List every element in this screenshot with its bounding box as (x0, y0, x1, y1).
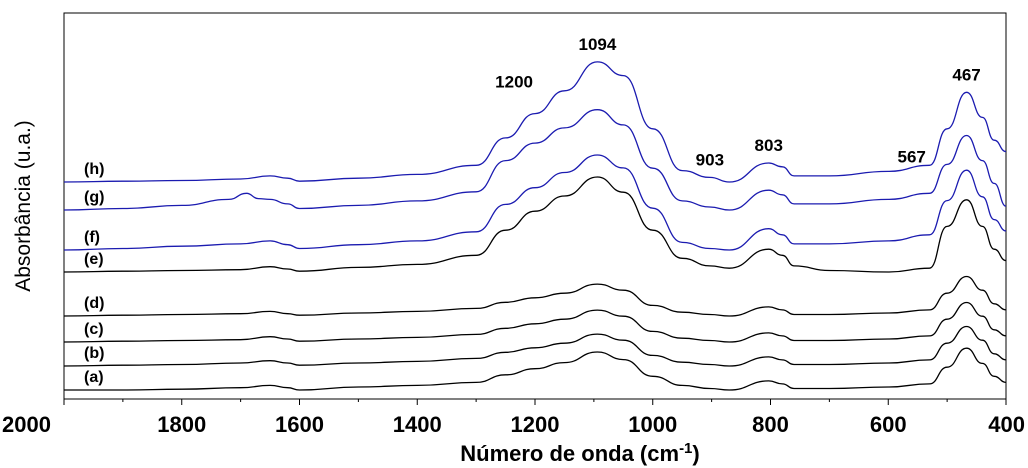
series-layer (63, 61, 1007, 391)
peak-label-1094: 1094 (578, 35, 616, 54)
series-line-d (63, 275, 1007, 317)
series-line-c (63, 301, 1007, 343)
x-tick-label: 1000 (628, 412, 677, 437)
x-tick-label: 800 (752, 412, 789, 437)
peak-label-467: 467 (952, 65, 980, 84)
series-label-g: (g) (84, 189, 104, 206)
peak-label-803: 803 (755, 136, 783, 155)
y-axis-title: Absorbância (u.a.) (12, 120, 35, 292)
x-tick-label: 400 (988, 412, 1025, 437)
x-axis-title-superscript: -1 (679, 440, 692, 457)
series-line-a (64, 347, 1007, 391)
x-axis-title: Número de onda (cm-1) (460, 440, 699, 466)
peak-label-567: 567 (897, 147, 925, 166)
x-tick-label: 1400 (393, 412, 442, 437)
x-tick-label: 2000 (2, 412, 51, 437)
x-tick-label: 1200 (511, 412, 560, 437)
series-line-f (63, 154, 1007, 251)
series-line-g (63, 109, 1007, 211)
plot-frame (63, 12, 1007, 400)
peak-label-903: 903 (696, 150, 724, 169)
x-axis: 2000 1800 1600 1400 1200 1000 800 600 400 (2, 399, 1025, 437)
series-line-b (63, 325, 1007, 367)
series-label-h: (h) (84, 161, 104, 178)
x-axis-title-end: ) (692, 441, 699, 466)
x-tick-label: 1600 (275, 412, 324, 437)
series-label-e: (e) (84, 251, 104, 268)
series-label-c: (c) (84, 321, 104, 338)
peak-label-1200: 1200 (495, 73, 533, 92)
series-line-e (63, 176, 1007, 273)
x-tick-label: 1800 (157, 412, 206, 437)
annotations: (a) (b) (c) (d) (e) (f) (g) (h) 1094 1200 903 803 56… (84, 35, 981, 386)
series-line-h (63, 61, 1007, 183)
series-label-f: (f) (84, 229, 100, 246)
x-axis-title-main: Número de onda (cm (460, 441, 679, 466)
series-label-a: (a) (84, 369, 104, 386)
series-label-b: (b) (84, 345, 104, 362)
series-label-d: (d) (84, 295, 104, 312)
x-tick-label: 600 (870, 412, 907, 437)
